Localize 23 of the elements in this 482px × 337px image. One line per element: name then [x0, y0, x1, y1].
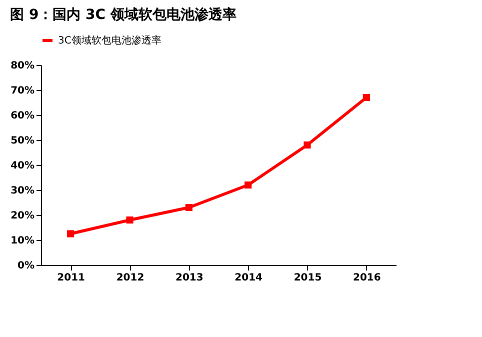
x-tick-label: 2011 [57, 272, 86, 284]
y-tick-label: 20% [10, 210, 34, 222]
point [67, 230, 74, 238]
x-tick-label: 2014 [234, 272, 263, 284]
point [185, 204, 192, 212]
x-tick-label: 2012 [116, 272, 144, 284]
point [244, 181, 252, 189]
y-tick-label: 80% [10, 60, 34, 72]
point [126, 216, 134, 224]
point [362, 94, 370, 102]
y-tick-label: 70% [10, 86, 34, 96]
chart-title: 图 9：国内 3C 领域软包电池渗透率 [10, 6, 236, 23]
y-tick-label: 0% [18, 260, 34, 272]
x-tick-label: 2015 [294, 272, 322, 284]
x-tick-label: 2016 [352, 272, 381, 284]
point [304, 141, 311, 149]
y-tick-label: 50% [10, 136, 34, 146]
y-tick-label: 10% [10, 236, 34, 246]
legend-label: 3C领域软包电池渗透率 [58, 34, 162, 46]
y-tick-label: 30% [10, 186, 34, 196]
x-tick-label: 2013 [175, 272, 204, 284]
y-tick-label: 40% [10, 160, 34, 172]
y-tick-label: 60% [10, 110, 34, 122]
